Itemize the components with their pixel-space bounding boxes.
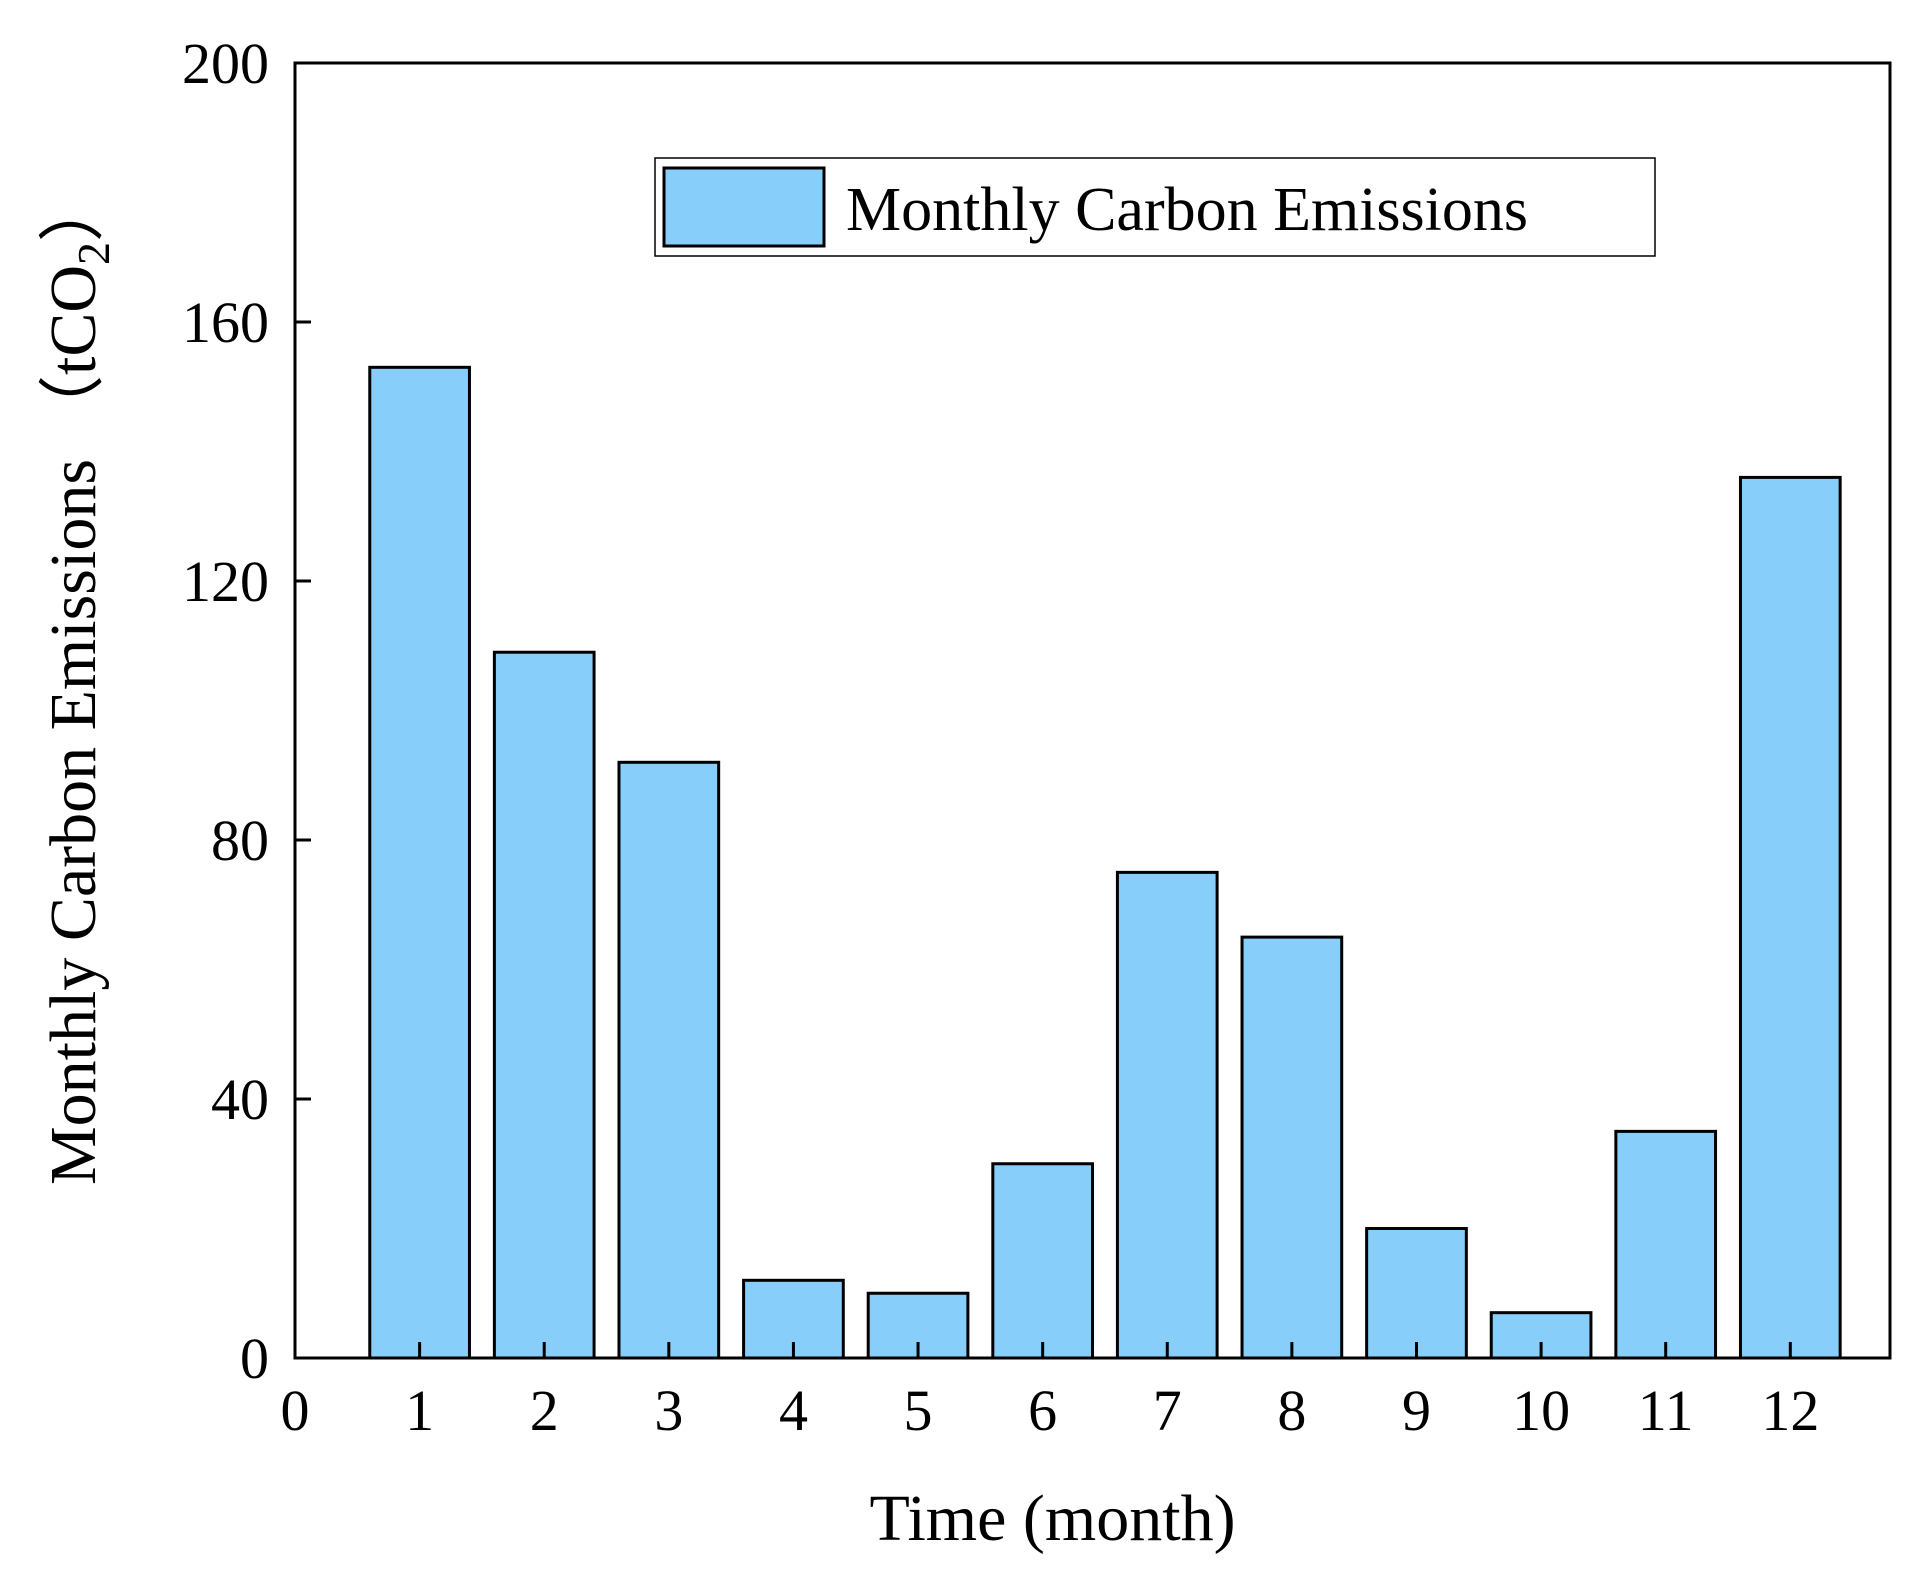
y-tick-label-40: 40	[211, 1067, 269, 1132]
x-tick-label-6: 6	[1028, 1378, 1057, 1443]
bar-month-9	[1365, 1227, 1468, 1360]
legend-label: Monthly Carbon Emissions	[846, 176, 1528, 244]
y-axis-title-unit-subscript: 2	[68, 242, 119, 265]
bar-month-2	[492, 650, 596, 1360]
plot-area-frame	[293, 61, 1892, 1360]
x-tick-label-5: 5	[904, 1378, 933, 1443]
x-tick-label-2: 2	[530, 1378, 559, 1443]
bar-month-12	[1738, 475, 1842, 1360]
y-tick-label-0: 0	[240, 1326, 269, 1391]
y-axis-title-unit-open: （tCO	[37, 265, 110, 441]
y-axis-ticks: 0 40 80 120 160 200	[182, 31, 311, 1391]
bar-month-11	[1614, 1129, 1718, 1360]
legend-swatch	[662, 166, 826, 248]
y-tick-label-200: 200	[182, 31, 269, 96]
x-tick-label-11: 11	[1638, 1378, 1694, 1443]
x-tick-label-9: 9	[1402, 1378, 1431, 1443]
x-tick-label-1: 1	[405, 1378, 434, 1443]
bar-month-7	[1115, 870, 1219, 1360]
y-axis-title-unit-close: ）	[37, 176, 110, 242]
y-axis-title-main: Monthly Carbon Emissions	[37, 459, 110, 1185]
x-tick-label-7: 7	[1153, 1378, 1182, 1443]
bar-month-8	[1240, 935, 1344, 1360]
x-tick-label-0: 0	[281, 1378, 310, 1443]
bar-month-3	[617, 760, 721, 1360]
x-tick-label-8: 8	[1277, 1378, 1306, 1443]
y-tick-label-80: 80	[211, 808, 269, 873]
y-tick-label-160: 160	[182, 290, 269, 355]
x-tick-label-4: 4	[779, 1378, 808, 1443]
x-tick-label-3: 3	[654, 1378, 683, 1443]
x-axis-ticks: 0 1 2 3 4 5 6 7 8 9 10 11 12	[281, 1342, 1819, 1443]
bar-month-1	[368, 365, 471, 1360]
x-axis-title: Time (month)	[869, 1482, 1235, 1555]
y-tick-label-120: 120	[182, 549, 269, 614]
legend: Monthly Carbon Emissions	[654, 157, 1656, 257]
bars-group	[368, 365, 1842, 1360]
x-tick-label-10: 10	[1512, 1378, 1570, 1443]
bar-month-6	[991, 1162, 1094, 1360]
x-tick-label-12: 12	[1761, 1378, 1819, 1443]
y-axis-title: Monthly Carbon Emissions （tCO2）	[37, 176, 119, 1185]
